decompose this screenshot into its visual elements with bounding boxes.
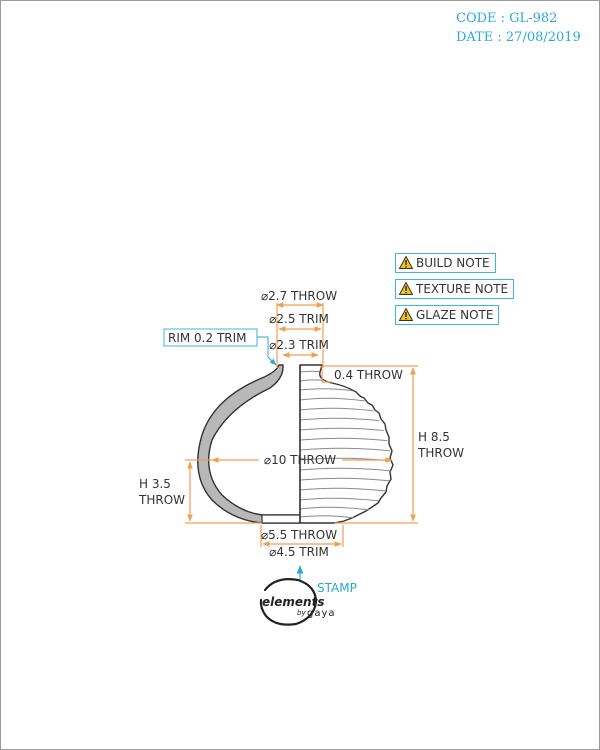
rim-throw-label: ⌀2.7 THROW: [261, 289, 337, 303]
warning-icon: [399, 282, 413, 295]
logo-line-3: gaya: [307, 608, 336, 619]
rim-trim-label: ⌀2.5 TRIM: [269, 312, 329, 326]
base-trim-label: ⌀4.5 TRIM: [269, 545, 329, 559]
texture-note-label: TEXTURE NOTE: [416, 282, 509, 296]
height-throw-label-2: THROW: [417, 446, 464, 460]
logo-line-2: by: [297, 609, 306, 617]
warning-icon: [399, 256, 413, 269]
base-throw-label: ⌀5.5 THROW: [261, 528, 337, 542]
glaze-note[interactable]: GLAZE NOTE: [395, 305, 500, 325]
height-trim-label-1: H 3.5: [139, 477, 171, 491]
rim-callout-label: RIM 0.2 TRIM: [168, 331, 247, 345]
date-label: DATE : 27/08/2019: [456, 30, 581, 45]
warning-icon: [399, 308, 413, 321]
texture-note[interactable]: TEXTURE NOTE: [395, 279, 515, 299]
stamp-logo: elements by gaya: [259, 578, 336, 626]
vessel-exterior-right: [299, 364, 394, 524]
body-throw-label: ⌀10 THROW: [264, 453, 336, 467]
logo-line-1: elements: [262, 595, 324, 609]
vessel-section-left: [197, 364, 301, 524]
wall-section: [197, 364, 301, 524]
notes-list: BUILD NOTE TEXTURE NOTE GLAZE NOTE: [395, 253, 515, 331]
height-trim-label-2: THROW: [138, 493, 185, 507]
code-label: CODE : GL-982: [456, 11, 558, 26]
dimension-lines: [185, 302, 418, 547]
wall-throw-label: 0.4 THROW: [334, 368, 403, 382]
glaze-note-label: GLAZE NOTE: [416, 308, 494, 322]
neck-trim-label: ⌀2.3 TRIM: [269, 338, 329, 352]
title-block: CODE : GL-982 DATE : 27/08/2019: [456, 9, 581, 47]
stamp-label: STAMP: [317, 581, 357, 595]
build-note-label: BUILD NOTE: [416, 256, 490, 270]
height-throw-label-1: H 8.5: [418, 430, 450, 444]
build-note[interactable]: BUILD NOTE: [395, 253, 496, 273]
foot-ring: [261, 514, 301, 524]
rim-callout: RIM 0.2 TRIM: [163, 328, 277, 366]
